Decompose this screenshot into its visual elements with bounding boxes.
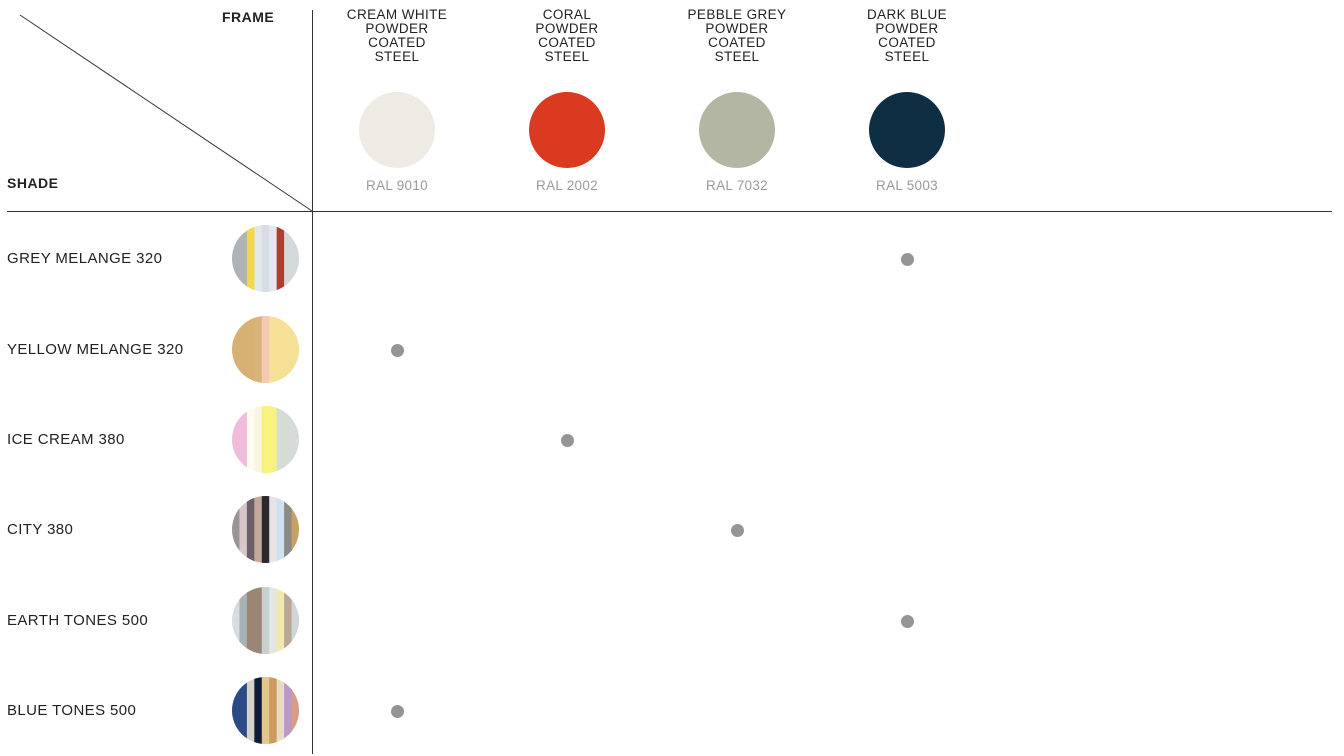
- shade-name: CITY 380: [7, 521, 74, 538]
- frame-ral-code: RAL 7032: [706, 178, 768, 193]
- frame-color-swatch: [359, 92, 435, 168]
- frame-name: PEBBLE GREY POWDER COATED STEEL: [687, 7, 787, 64]
- shade-name: ICE CREAM 380: [7, 431, 125, 448]
- earth-tones-swatch: [232, 587, 299, 654]
- frame-name: CORAL POWDER COATED STEEL: [535, 7, 599, 64]
- shade-row: ICE CREAM 380: [0, 395, 1344, 485]
- horizontal-divider: [7, 211, 1332, 212]
- shade-name: BLUE TONES 500: [7, 702, 137, 719]
- yellow-melange-swatch: [232, 316, 299, 383]
- availability-dot: [560, 433, 574, 447]
- availability-dot: [390, 343, 404, 357]
- header-diagonal-line: [19, 14, 313, 212]
- frame-column: CREAM WHITE POWDER COATED STEEL RAL 9010: [327, 7, 467, 194]
- availability-dot: [730, 523, 744, 537]
- shade-axis-label: SHADE: [7, 175, 59, 191]
- vertical-divider: [312, 10, 313, 754]
- frame-color-swatch: [869, 92, 945, 168]
- frame-color-swatch: [529, 92, 605, 168]
- shade-name: EARTH TONES 500: [7, 612, 149, 629]
- availability-dot: [900, 252, 914, 266]
- shade-name: YELLOW MELANGE 320: [7, 341, 184, 358]
- shade-row: BLUE TONES 500: [0, 666, 1344, 756]
- frame-color-swatch: [699, 92, 775, 168]
- frame-name: DARK BLUE POWDER COATED STEEL: [866, 7, 948, 64]
- city-swatch: [232, 496, 299, 563]
- shade-row: EARTH TONES 500: [0, 576, 1344, 666]
- availability-dot: [390, 704, 404, 718]
- frame-column: PEBBLE GREY POWDER COATED STEEL RAL 7032: [667, 7, 807, 194]
- grey-melange-swatch: [232, 225, 299, 292]
- shade-row: CITY 380: [0, 485, 1344, 575]
- frame-name: CREAM WHITE POWDER COATED STEEL: [346, 7, 448, 64]
- frame-axis-label: FRAME: [222, 9, 275, 25]
- shade-row: YELLOW MELANGE 320: [0, 305, 1344, 395]
- availability-dot: [900, 614, 914, 628]
- frame-column: DARK BLUE POWDER COATED STEEL RAL 5003: [837, 7, 977, 194]
- shade-row: GREY MELANGE 320: [0, 214, 1344, 304]
- frame-ral-code: RAL 9010: [366, 178, 428, 193]
- frame-column: CORAL POWDER COATED STEEL RAL 2002: [497, 7, 637, 193]
- frame-ral-code: RAL 5003: [876, 178, 938, 193]
- blue-tones-swatch: [232, 677, 299, 744]
- ice-cream-swatch: [232, 406, 299, 473]
- shade-name: GREY MELANGE 320: [7, 250, 163, 267]
- frame-ral-code: RAL 2002: [536, 178, 598, 193]
